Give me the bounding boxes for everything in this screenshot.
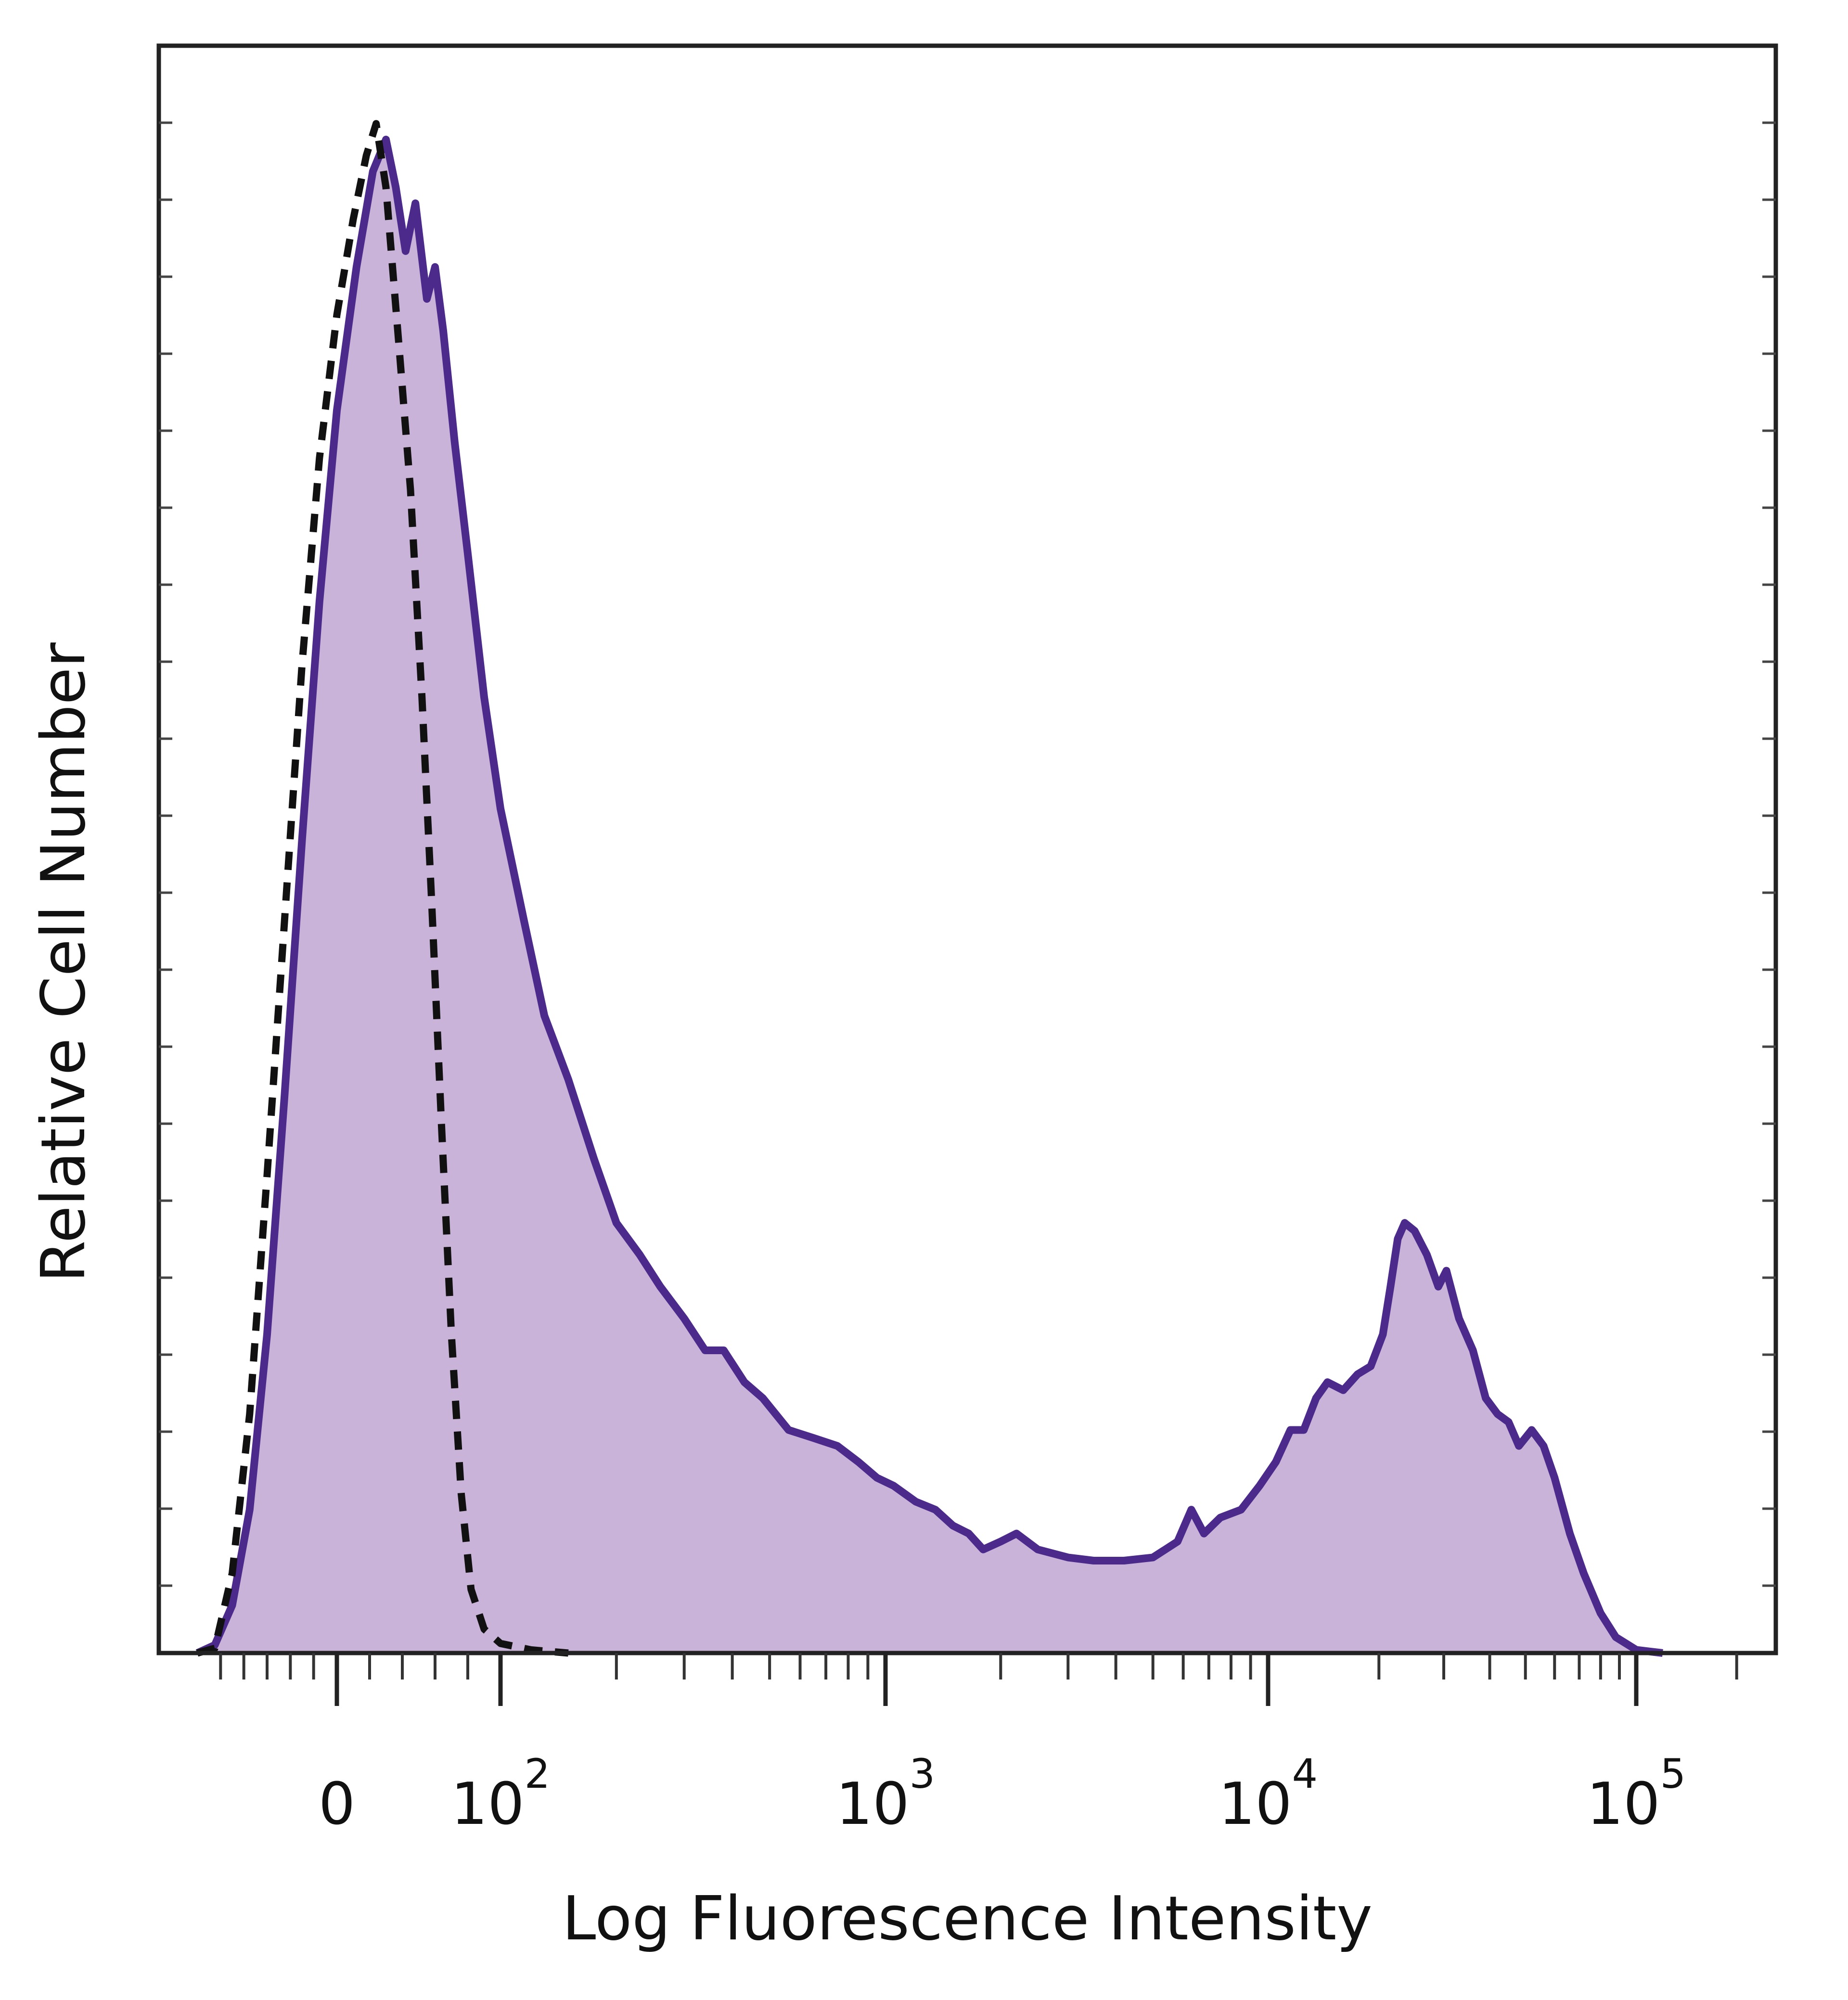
x-tick-label-1e2: 102	[451, 1750, 550, 1838]
tick-exponent: 3	[910, 1750, 935, 1797]
x-tick-label-1e3: 103	[836, 1750, 935, 1838]
stained-sample-fill	[197, 140, 1663, 1653]
tick-base: 10	[1587, 1771, 1660, 1838]
tick-exponent: 4	[1292, 1750, 1318, 1797]
tick-exponent: 5	[1660, 1750, 1686, 1797]
series-layer	[195, 120, 1663, 1657]
plot-frame	[156, 43, 1778, 1655]
isotype-control-line	[196, 120, 569, 1657]
x-axis-label: Log Fluorescence Intensity	[562, 1883, 1373, 1954]
x-tick-label-1e4: 104	[1219, 1750, 1318, 1838]
minor-tick-layer	[159, 121, 1776, 1679]
x-axis-ticks	[334, 1653, 1639, 1706]
stained-sample-line	[195, 136, 1663, 1657]
tick-base: 10	[451, 1771, 525, 1838]
y-axis-label: Relative Cell Number	[28, 642, 99, 1282]
tick-exponent: 2	[525, 1750, 550, 1797]
tick-base: 10	[1219, 1771, 1292, 1838]
x-tick-label-zero: 0	[319, 1771, 355, 1838]
x-tick-label-1e5: 105	[1587, 1750, 1686, 1838]
tick-base: 10	[836, 1771, 910, 1838]
